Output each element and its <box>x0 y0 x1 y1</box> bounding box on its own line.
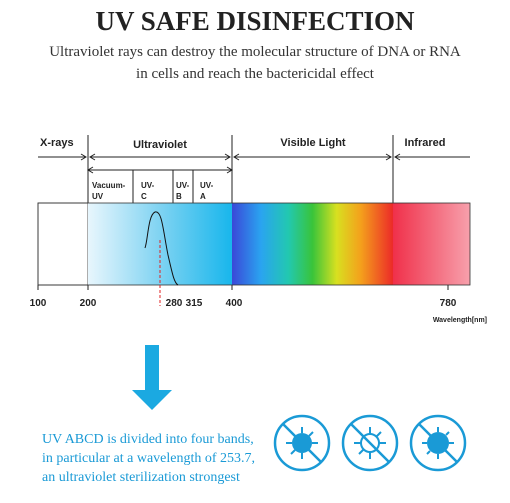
axis-label: 780 <box>440 298 457 309</box>
axis-label: 315 <box>186 298 203 309</box>
virus-icon <box>341 414 399 472</box>
band-label: UV <box>92 192 104 201</box>
band-label: UV- <box>141 181 155 190</box>
subtitle: Ultraviolet rays can destroy the molecul… <box>49 44 461 60</box>
spectrum-bar <box>37 202 471 306</box>
subtitle: in cells and reach the bactericidal effe… <box>136 66 375 82</box>
virus-icon <box>409 414 467 472</box>
region-label: Infrared <box>405 137 446 149</box>
virus-icon <box>273 414 331 472</box>
note: an ultraviolet sterilization strongest <box>42 470 240 485</box>
band-label: C <box>141 192 147 201</box>
region-label: Ultraviolet <box>133 139 187 151</box>
icons <box>273 414 467 472</box>
title: UV SAFE DISINFECTION <box>95 6 415 36</box>
band-label: UV- <box>200 181 214 190</box>
axis-title: Wavelength[nm] <box>433 317 487 324</box>
axis-label: 400 <box>226 298 243 309</box>
region-label: X-rays <box>40 137 74 149</box>
band-label: A <box>200 192 206 201</box>
note: in particular at a wavelength of 253.7, <box>42 451 255 466</box>
axis-label: 280 <box>166 298 183 309</box>
axis-label: 200 <box>80 298 97 309</box>
axis-label: 100 <box>30 298 47 309</box>
band-label: UV- <box>176 181 190 190</box>
region-arrows <box>38 135 470 203</box>
band-label: B <box>176 192 182 201</box>
note: UV ABCD is divided into four bands, <box>42 432 254 447</box>
band-label: Vacuum- <box>92 181 126 190</box>
axis-ticks <box>37 285 449 290</box>
region-label: Visible Light <box>280 137 346 149</box>
down-arrow <box>132 345 172 410</box>
